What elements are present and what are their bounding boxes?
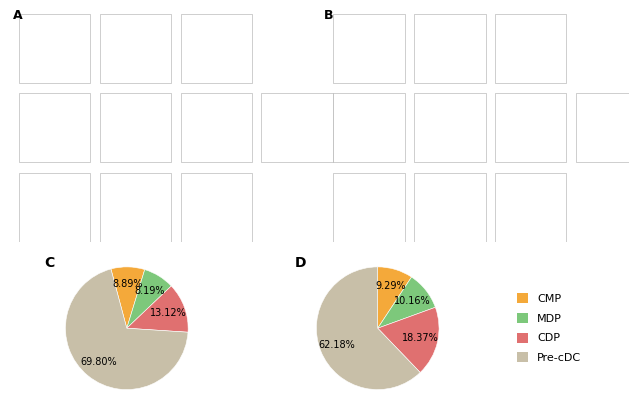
Text: 8.19%: 8.19% xyxy=(135,285,165,296)
Bar xyxy=(414,173,486,242)
Bar xyxy=(19,13,90,83)
Bar xyxy=(19,93,90,162)
Bar xyxy=(495,13,566,83)
Text: 62.18%: 62.18% xyxy=(318,340,355,350)
Bar xyxy=(100,173,171,242)
Bar xyxy=(180,93,252,162)
Wedge shape xyxy=(378,277,436,328)
Wedge shape xyxy=(127,270,171,328)
Text: 9.29%: 9.29% xyxy=(375,281,406,291)
Wedge shape xyxy=(65,269,188,390)
Text: 69.80%: 69.80% xyxy=(81,357,117,367)
Wedge shape xyxy=(316,267,420,390)
Bar xyxy=(180,13,252,83)
Bar xyxy=(495,93,566,162)
Bar xyxy=(19,173,90,242)
Bar xyxy=(333,13,404,83)
Text: C: C xyxy=(44,256,54,270)
Text: D: D xyxy=(295,256,307,270)
Legend: CMP, MDP, CDP, Pre-cDC: CMP, MDP, CDP, Pre-cDC xyxy=(514,290,585,366)
Wedge shape xyxy=(127,286,188,332)
Wedge shape xyxy=(378,307,439,373)
Bar xyxy=(414,93,486,162)
Bar xyxy=(100,13,171,83)
Text: 8.89%: 8.89% xyxy=(112,279,143,289)
Wedge shape xyxy=(378,267,411,328)
Bar xyxy=(262,93,333,162)
Text: B: B xyxy=(324,9,333,22)
Bar xyxy=(495,173,566,242)
Bar xyxy=(100,93,171,162)
Text: 18.37%: 18.37% xyxy=(403,333,439,343)
Text: A: A xyxy=(13,9,22,22)
Bar xyxy=(333,173,404,242)
Wedge shape xyxy=(111,267,145,328)
Bar xyxy=(180,173,252,242)
Text: 13.12%: 13.12% xyxy=(150,308,187,318)
Text: 10.16%: 10.16% xyxy=(394,296,431,306)
Bar xyxy=(333,93,404,162)
Bar xyxy=(576,93,635,162)
Bar xyxy=(414,13,486,83)
